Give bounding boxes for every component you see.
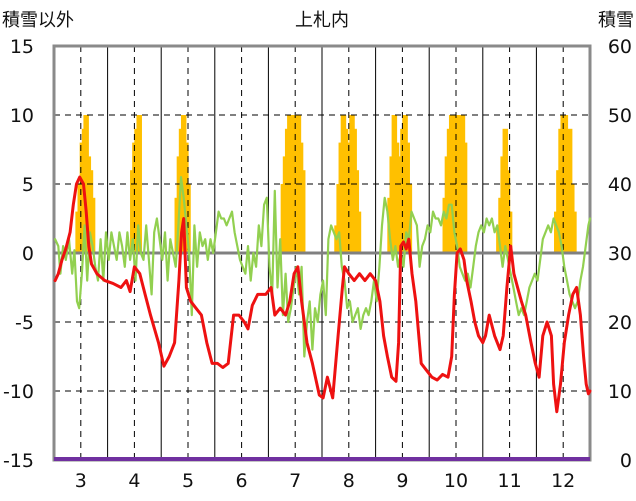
green-series-line: [54, 176, 592, 358]
x-tick-label: 9: [396, 470, 408, 492]
red-series-line: [53, 175, 592, 414]
right-tick-label: 10: [608, 381, 632, 403]
x-tick-label: 3: [75, 470, 87, 492]
left-tick-label: 10: [10, 105, 34, 127]
right-tick-label: 30: [608, 243, 632, 265]
right-axis-title: 積雪: [598, 10, 634, 31]
x-tick-label: 7: [289, 470, 301, 492]
snow-bar: [185, 184, 191, 253]
right-tick-label: 0: [620, 450, 632, 472]
left-tick-label: -15: [3, 450, 34, 472]
snow-bars: [75, 115, 577, 253]
chart-title: 上札内: [295, 10, 349, 31]
x-tick-labels: 3 4 5 6 7 8 9 10 11 12: [75, 470, 576, 492]
left-tick-label: -5: [15, 312, 34, 334]
left-tick-label: 15: [10, 36, 34, 58]
snow-bar: [299, 170, 306, 253]
x-tick-label: 12: [551, 470, 575, 492]
x-tick-label: 11: [498, 470, 522, 492]
x-tick-label: 8: [343, 470, 355, 492]
left-axis-title: 積雪以外: [2, 10, 74, 31]
snow-bar: [571, 211, 577, 253]
left-tick-label: -10: [3, 381, 34, 403]
left-tick-labels: 15 10 5 0 -5 -10 -15: [3, 36, 34, 472]
line-series: [53, 175, 592, 414]
x-tick-label: 10: [444, 470, 468, 492]
left-tick-label: 5: [22, 174, 34, 196]
right-tick-label: 60: [608, 36, 632, 58]
right-tick-label: 40: [608, 174, 632, 196]
snow-bar: [136, 115, 142, 253]
snow-bar: [461, 142, 468, 253]
snow-bar: [89, 197, 96, 253]
snow-bar: [406, 184, 413, 253]
x-tick-label: 6: [236, 470, 248, 492]
right-tick-label: 20: [608, 312, 632, 334]
snow-bar: [506, 211, 513, 253]
x-tick-label: 4: [128, 470, 140, 492]
left-tick-label: 0: [22, 243, 34, 265]
right-tick-label: 50: [608, 105, 632, 127]
right-tick-labels: 60 50 40 30 20 10 0: [608, 36, 632, 472]
snow-bar: [355, 211, 362, 253]
x-tick-label: 5: [182, 470, 194, 492]
